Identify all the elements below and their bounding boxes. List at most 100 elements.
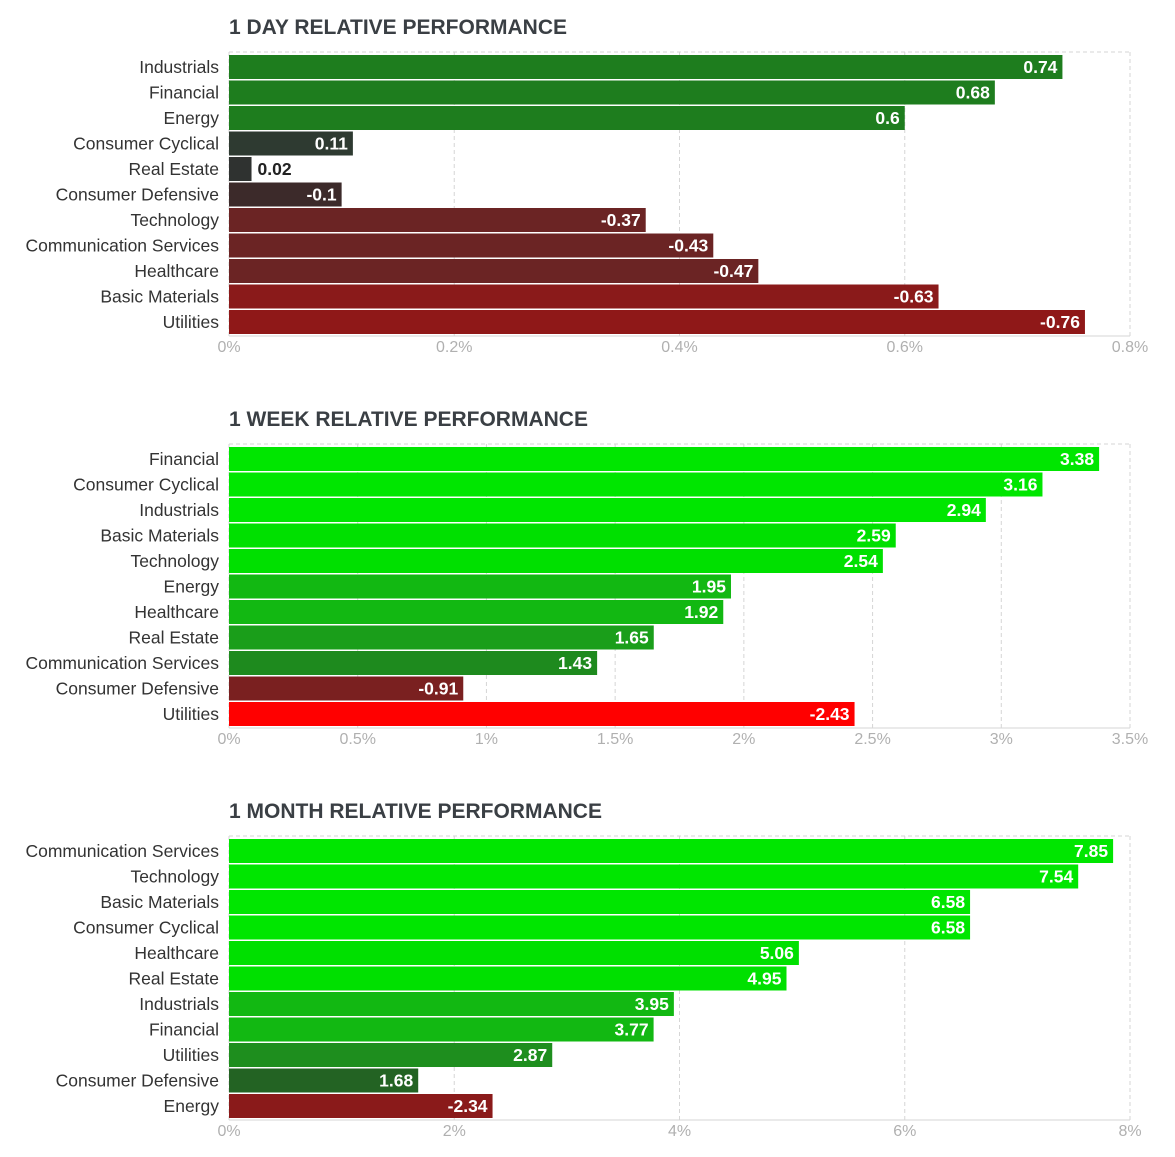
bar xyxy=(229,890,971,914)
bar xyxy=(229,702,855,726)
tick-label: 0.6% xyxy=(887,339,923,356)
data-label: 6.58 xyxy=(931,892,965,912)
category-label: Technology xyxy=(130,867,219,887)
tick-label: 8% xyxy=(1118,1123,1141,1140)
tick-label: 3.5% xyxy=(1112,731,1148,748)
tick-label: 2.5% xyxy=(854,731,890,748)
bar xyxy=(229,915,971,940)
data-label: -0.43 xyxy=(668,236,708,256)
bar xyxy=(229,106,905,130)
bar xyxy=(229,523,896,548)
category-label: Healthcare xyxy=(134,602,219,622)
bar xyxy=(229,131,353,156)
tick-label: 0.4% xyxy=(661,339,697,356)
data-label: 1.68 xyxy=(379,1071,413,1091)
data-label: 0.74 xyxy=(1023,57,1057,77)
bar xyxy=(229,966,787,991)
bar xyxy=(229,1094,493,1118)
data-label: 1.65 xyxy=(615,628,649,648)
chart-1-month: 1 MONTH RELATIVE PERFORMANCE 0% 2% 4% 6% 8% Co… xyxy=(25,800,1141,1140)
category-label: Healthcare xyxy=(134,261,219,281)
chart-1-week: 1 WEEK RELATIVE PERFORMANCE 0% 0.5% 1% 1.5% 2… xyxy=(25,408,1148,748)
bar xyxy=(229,284,939,309)
bar xyxy=(229,992,674,1016)
bar xyxy=(229,651,598,675)
tick-label: 0% xyxy=(217,731,240,748)
chart-title-1-month: 1 MONTH RELATIVE PERFORMANCE xyxy=(229,800,602,823)
category-label: Industrials xyxy=(139,994,219,1014)
category-label: Consumer Defensive xyxy=(56,185,219,205)
data-label: 0.11 xyxy=(315,134,348,154)
data-label: 1.95 xyxy=(692,577,726,597)
data-label: 6.58 xyxy=(931,918,965,938)
tick-label: 0% xyxy=(217,339,240,356)
category-label: Industrials xyxy=(139,500,219,520)
data-label: 1.92 xyxy=(684,602,718,622)
tick-label: 0.5% xyxy=(339,731,375,748)
category-label: Financial xyxy=(149,449,219,469)
bar xyxy=(229,549,883,573)
category-label: Energy xyxy=(164,108,220,128)
data-label: 2.87 xyxy=(513,1045,547,1065)
data-label: -0.37 xyxy=(601,210,641,230)
category-label: Technology xyxy=(130,210,219,230)
category-label: Communication Services xyxy=(25,236,219,256)
bar xyxy=(229,864,1079,889)
category-label: Consumer Defensive xyxy=(56,1071,219,1091)
data-label: 3.95 xyxy=(635,994,669,1014)
bar xyxy=(229,310,1085,334)
category-label: Real Estate xyxy=(129,159,219,179)
category-label: Utilities xyxy=(163,704,220,724)
data-label: 0.68 xyxy=(956,83,990,103)
category-label: Financial xyxy=(149,1020,219,1040)
category-label: Energy xyxy=(164,577,220,597)
bar xyxy=(229,233,714,258)
data-label: 7.54 xyxy=(1039,867,1073,887)
tick-label: 0.2% xyxy=(436,339,472,356)
category-label: Consumer Cyclical xyxy=(73,918,219,938)
bar xyxy=(229,157,252,181)
category-label: Technology xyxy=(130,551,219,571)
bar xyxy=(229,259,759,283)
category-label: Basic Materials xyxy=(100,892,219,912)
category-label: Consumer Defensive xyxy=(56,679,219,699)
tick-label: 2% xyxy=(443,1123,466,1140)
data-label: 3.16 xyxy=(1003,475,1037,495)
data-label: -0.91 xyxy=(418,679,458,699)
tick-label: 4% xyxy=(668,1123,691,1140)
tick-label: 0.8% xyxy=(1112,339,1148,356)
category-label: Basic Materials xyxy=(100,287,219,307)
category-label: Basic Materials xyxy=(100,526,219,546)
category-label: Real Estate xyxy=(129,969,219,989)
bar xyxy=(229,498,986,522)
data-label: -2.34 xyxy=(448,1096,488,1116)
category-label: Utilities xyxy=(163,312,220,332)
tick-label: 3% xyxy=(990,731,1013,748)
category-label: Communication Services xyxy=(25,653,219,673)
data-label: -0.63 xyxy=(894,287,934,307)
data-label: 2.54 xyxy=(844,551,878,571)
bar xyxy=(229,182,342,207)
category-label: Communication Services xyxy=(25,841,219,861)
category-label: Utilities xyxy=(163,1045,220,1065)
data-label: 7.85 xyxy=(1074,841,1108,861)
data-label: -0.1 xyxy=(306,185,336,205)
tick-label: 1.5% xyxy=(597,731,633,748)
data-label: 5.06 xyxy=(760,943,794,963)
bar xyxy=(229,1017,654,1042)
chart-1-day: 1 DAY RELATIVE PERFORMANCE 0% 0.2% 0.4% 0.6%… xyxy=(25,16,1148,356)
data-label: 1.43 xyxy=(558,653,592,673)
tick-label: 0% xyxy=(217,1123,240,1140)
tick-label: 1% xyxy=(475,731,498,748)
category-label: Financial xyxy=(149,83,219,103)
bar xyxy=(229,574,731,599)
data-label: 3.77 xyxy=(615,1020,649,1040)
bar xyxy=(229,447,1100,471)
category-label: Industrials xyxy=(139,57,219,77)
tick-label: 6% xyxy=(893,1123,916,1140)
category-label: Healthcare xyxy=(134,943,219,963)
bar xyxy=(229,208,646,232)
category-label: Consumer Cyclical xyxy=(73,134,219,154)
